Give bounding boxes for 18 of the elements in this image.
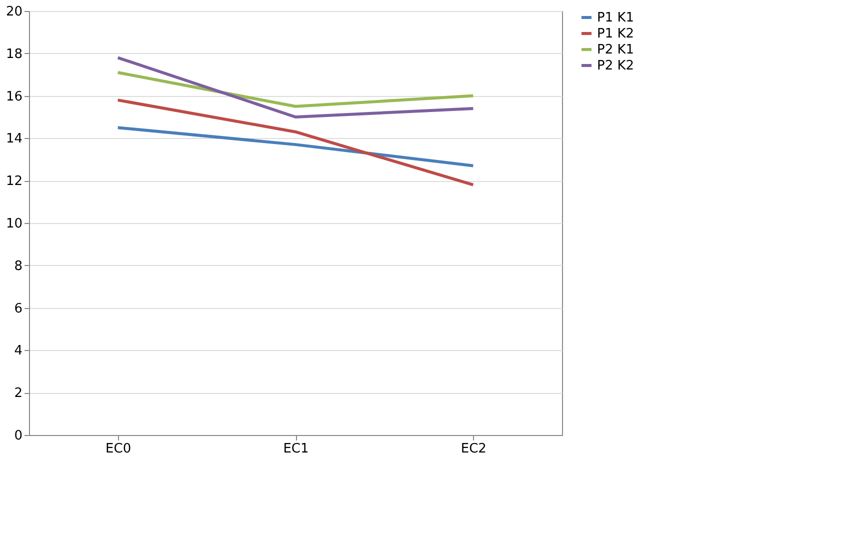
y-tick-label: 16 <box>6 89 22 104</box>
x-tick-label: EC1 <box>283 442 309 456</box>
legend-label: P2 K1 <box>597 42 634 58</box>
y-tick-label: 0 <box>14 428 22 444</box>
y-tick-label: 2 <box>14 386 22 402</box>
y-tick-label: 12 <box>6 174 22 190</box>
legend-label: P2 K2 <box>597 58 634 74</box>
y-tick-label: 18 <box>6 46 22 62</box>
y-tick-label: 4 <box>14 344 22 359</box>
y-tick-label: 8 <box>14 258 22 274</box>
y-tick-label: 20 <box>6 4 22 20</box>
legend-label: P1 K2 <box>597 26 634 42</box>
y-tick-label: 10 <box>6 216 22 232</box>
y-tick-label: 14 <box>6 132 22 147</box>
x-tick-label: EC2 <box>460 442 486 456</box>
x-tick-label: EC0 <box>106 442 132 456</box>
y-tick-label: 6 <box>14 301 22 316</box>
legend-label: P1 K1 <box>597 10 634 26</box>
